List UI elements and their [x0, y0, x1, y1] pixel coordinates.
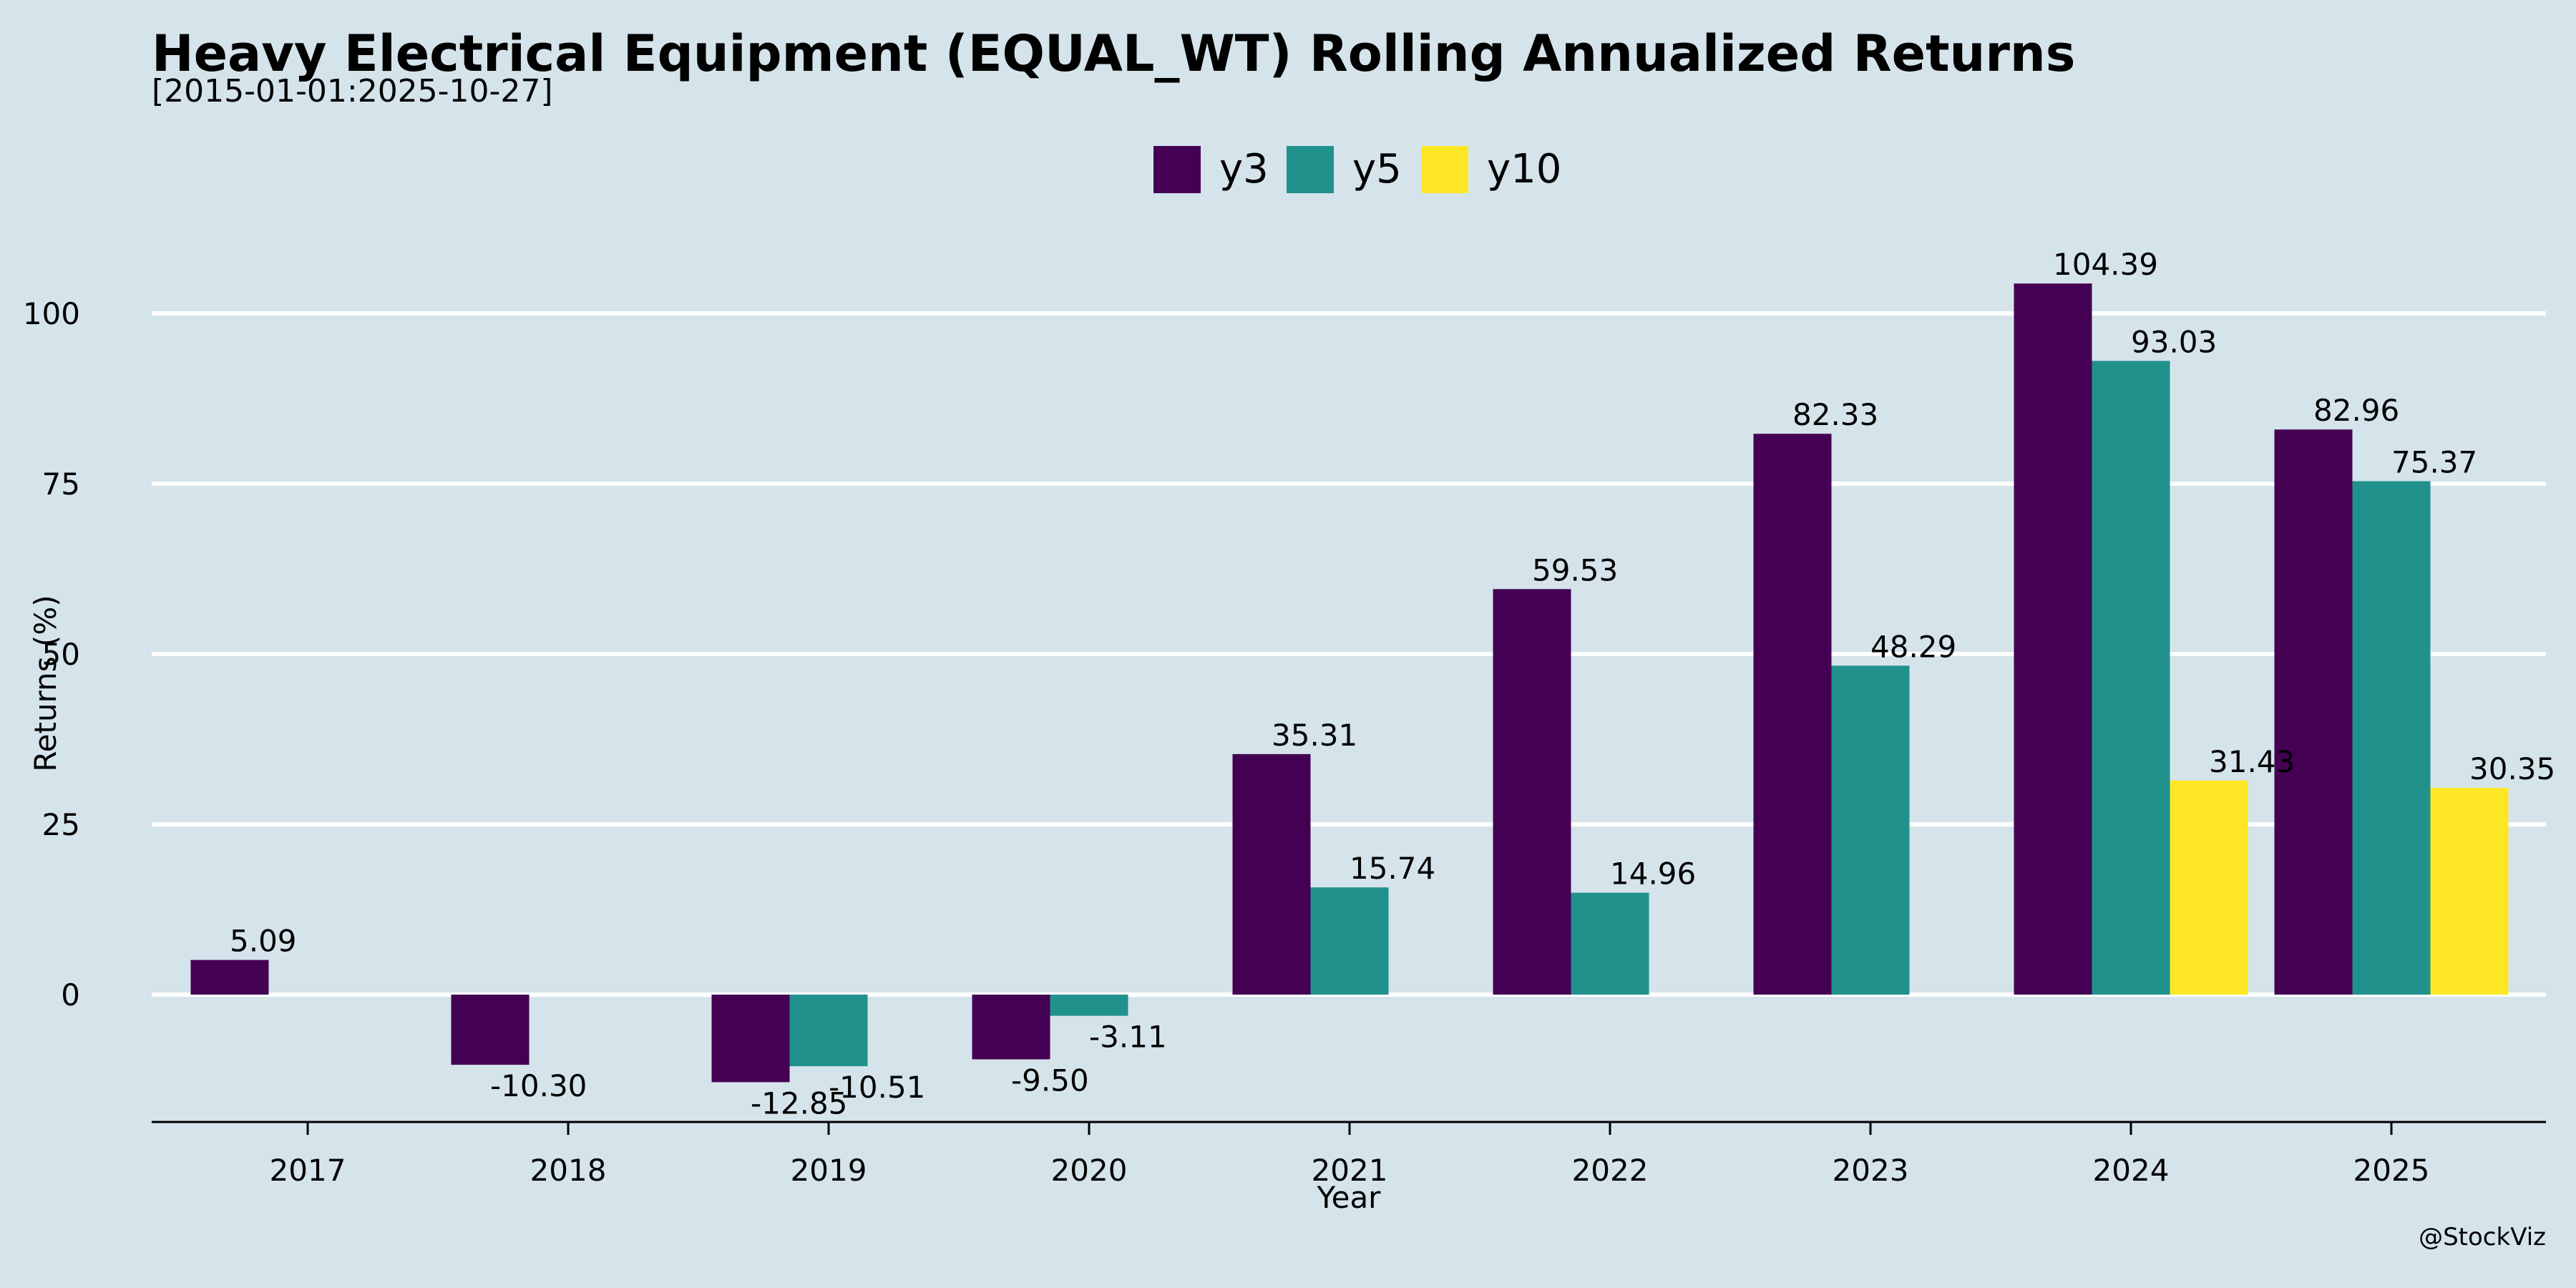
bar-y3-2017 — [190, 960, 269, 995]
bar-y5-2021 — [1310, 887, 1389, 995]
chart-subtitle: [2015-01-01:2025-10-27] — [152, 73, 553, 109]
y-tick-label-100: 100 — [23, 296, 80, 331]
data-label-y5-2021: 15.74 — [1350, 851, 1435, 886]
data-label-y5-2020: -3.11 — [1089, 1020, 1167, 1055]
legend-label-y5: y5 — [1352, 146, 1402, 192]
y-tick-label-50: 50 — [42, 637, 80, 672]
data-label-y5-2025: 75.37 — [2391, 444, 2477, 479]
x-tick-label-2022: 2022 — [1572, 1153, 1649, 1188]
x-tick-label-2023: 2023 — [1833, 1153, 1909, 1188]
bar-y3-2022 — [1493, 589, 1571, 995]
bar-y3-2024 — [2014, 283, 2092, 995]
data-label-y3-2024: 104.39 — [2053, 247, 2158, 282]
data-label-y3-2021: 35.31 — [1272, 718, 1357, 753]
data-label-y10-2025: 30.35 — [2469, 751, 2555, 786]
x-tick-label-2020: 2020 — [1051, 1153, 1128, 1188]
bar-y5-2024 — [2092, 361, 2170, 995]
x-axis-label: Year — [1317, 1180, 1382, 1215]
data-label-y3-2017: 5.09 — [230, 924, 297, 959]
bar-y5-2023 — [1831, 665, 1910, 995]
bars — [190, 283, 2509, 1083]
bar-y3-2021 — [1232, 753, 1311, 995]
legend-label-y3: y3 — [1219, 146, 1269, 192]
x-tick-label-2019: 2019 — [791, 1153, 867, 1188]
bar-y3-2019 — [711, 995, 790, 1083]
data-label-y3-2022: 59.53 — [1532, 552, 1618, 587]
legend-swatch-y10 — [1421, 146, 1468, 193]
x-tick-label-2021: 2021 — [1312, 1153, 1388, 1188]
bar-y5-2025 — [2352, 481, 2431, 995]
bar-y5-2022 — [1571, 892, 1649, 995]
data-label-y3-2020: -9.50 — [1011, 1063, 1089, 1098]
data-label-y5-2022: 14.96 — [1610, 857, 1696, 892]
bar-y10-2025 — [2430, 788, 2509, 995]
x-tick-label-2017: 2017 — [270, 1153, 346, 1188]
bar-y5-2020 — [1050, 995, 1128, 1016]
x-axis: 2017 2018 2019 2020 2021 2022 2023 2024 2025 — [152, 1121, 2546, 1188]
data-label-y3-2018: -10.30 — [490, 1068, 587, 1103]
data-label-y5-2023: 48.29 — [1870, 629, 1956, 664]
y-tick-label-25: 25 — [42, 807, 80, 842]
chart-title: Heavy Electrical Equipment (EQUAL_WT) Ro… — [152, 24, 2076, 83]
bar-y3-2025 — [2274, 429, 2353, 995]
y-tick-label-75: 75 — [42, 467, 80, 502]
data-label-y3-2025: 82.96 — [2313, 393, 2399, 428]
data-label-y10-2024: 31.43 — [2209, 744, 2295, 779]
x-tick-label-2025: 2025 — [2353, 1153, 2430, 1188]
bar-y3-2023 — [1753, 434, 1832, 995]
watermark: @StockViz — [2419, 1223, 2546, 1252]
data-label-y5-2019: -10.51 — [829, 1070, 925, 1105]
x-tick-label-2018: 2018 — [530, 1153, 607, 1188]
data-label-y5-2024: 93.03 — [2131, 324, 2217, 359]
bar-y3-2018 — [451, 995, 530, 1065]
data-label-y3-2023: 82.33 — [1792, 397, 1878, 432]
y-tick-label-0: 0 — [61, 977, 80, 1013]
y-axis-label: Returns (%) — [28, 595, 63, 771]
legend-swatch-y3 — [1153, 146, 1201, 193]
bar-y5-2019 — [789, 995, 868, 1067]
data-label-y3-2019: -12.85 — [751, 1085, 847, 1121]
x-tick-label-2024: 2024 — [2093, 1153, 2170, 1188]
bar-y3-2020 — [972, 995, 1050, 1060]
legend: y3 y5 y10 — [1153, 146, 1561, 193]
y-tick-labels: 0 25 50 75 100 — [23, 296, 80, 1013]
data-labels: 5.09 -10.30 -12.85-10.51 -9.50-3.11 35.31 15.… — [230, 247, 2555, 1121]
legend-swatch-y5 — [1287, 146, 1334, 193]
bar-y10-2024 — [2170, 780, 2248, 995]
legend-label-y10: y10 — [1487, 146, 1561, 192]
